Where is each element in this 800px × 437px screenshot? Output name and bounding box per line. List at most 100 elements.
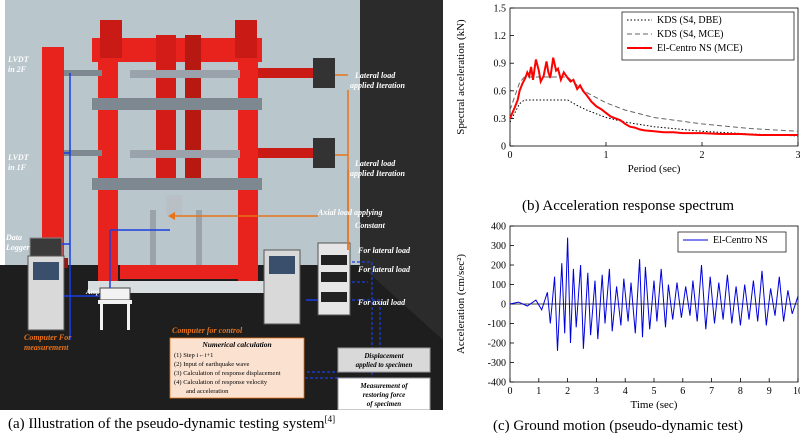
spectrum-ytick-label-0: 0 [501, 142, 506, 153]
spectrum-legend-label-0: KDS (S4, DBE) [657, 15, 722, 26]
displacement-box [337, 347, 431, 373]
frame-top-right-cap [235, 20, 257, 58]
table-top [98, 300, 132, 304]
groundmotion-xtick-label-10: 10 [793, 386, 800, 397]
spectrum-ytick-label-5: 1.5 [494, 4, 507, 15]
caption-a-text: (a) Illustration of the pseudo-dynamic t… [8, 416, 325, 432]
lateral-2f-label-1: Lateral load [354, 71, 396, 80]
controller-slot-3 [321, 292, 347, 302]
spectrum-plot-frame [509, 7, 799, 147]
spectrum-xtick-label-2: 2 [700, 150, 705, 161]
spectrum-ytick-label-1: 0.3 [494, 114, 507, 125]
table-leg-right [127, 304, 130, 330]
numerical-step-1: (1) Step i←i+1 [174, 352, 213, 359]
spectrum-ytick-label-4: 1.2 [494, 31, 507, 42]
groundmotion-ytick-label-5: 100 [491, 280, 506, 291]
illustration-svg: LVDT in 2F LVDT in 1F Data Logger Latera… [0, 0, 443, 411]
groundmotion-xtick-label-3: 3 [594, 386, 599, 397]
numerical-calc-box [169, 337, 305, 399]
measurement-lines [62, 73, 318, 340]
spectrum-series-0-line [509, 99, 799, 137]
spectrum-ytick-label-2: 0.6 [494, 86, 507, 97]
measurement-label-3: of specimen [367, 400, 402, 408]
numerical-step-4: (4) Calculation of response velocity [174, 379, 268, 386]
lvdt-2f-label-2: in 2F [8, 65, 27, 74]
groundmotion-xtick-label-5: 5 [652, 386, 657, 397]
frame-column-right [238, 60, 258, 285]
amp-label: Amp [85, 288, 100, 296]
table-leg-left [100, 304, 103, 330]
measurement-label-1: Measurement of [359, 382, 408, 390]
spectrum-xtick-label-1: 1 [604, 150, 609, 161]
actuator-mount-1f [313, 138, 335, 168]
actuator-2f [258, 68, 313, 78]
frame-top-left-cap [100, 20, 122, 58]
computer-measurement-label-2: measurement [24, 343, 69, 352]
caption-a: (a) Illustration of the pseudo-dynamic t… [8, 414, 335, 433]
for-lateral-1-label: For lateral load [357, 246, 411, 255]
lvdt-1f-label-1: LVDT [7, 153, 30, 162]
spectrum-chart-svg: 0 1 2 3 0 0.3 0.6 0.9 1.2 1.5 Period (sec) Spectral… [455, 4, 800, 176]
spectrum-ylabel: Spectral acceleration (kN) [455, 19, 467, 135]
groundmotion-ytick-label-0: -400 [488, 378, 506, 389]
base-plate [88, 281, 278, 293]
controller-slot-2 [321, 272, 347, 282]
response-spectrum-chart: 0 1 2 3 0 0.3 0.6 0.9 1.2 1.5 Period (sec) Spectral… [450, 0, 800, 220]
groundmotion-xtick-label-0: 0 [508, 386, 513, 397]
amp-unit [99, 287, 131, 301]
groundmotion-ylabel: Acceleration (cm/sec²) [455, 254, 467, 354]
measurement-box [337, 377, 431, 411]
groundmotion-series-0-line [509, 237, 799, 351]
spectrum-xtick-label-0: 0 [508, 150, 513, 161]
data-logger-label-2: Logger [5, 243, 30, 252]
specimen-base [120, 265, 248, 279]
lvdt-2f-label-1: LVDT [7, 55, 30, 64]
lvdt-1f-label-2: in 1F [8, 163, 27, 172]
groundmotion-xtick-label-6: 6 [680, 386, 685, 397]
spectrum-series-1-line [509, 76, 799, 132]
lateral-1f-label-1: Lateral load [354, 159, 396, 168]
ground-motion-chart-svg: 0 1 2 3 4 5 6 7 8 9 10 -400 -300 -200 -100 0 100 200 300 40… [455, 222, 800, 412]
computer-control-screen [269, 256, 295, 274]
specimen-column-right [196, 210, 202, 270]
groundmotion-ytick-label-7: 300 [491, 241, 506, 252]
groundmotion-xlabel: Time (sec) [631, 399, 678, 411]
computer-control-label: Computer for control [172, 326, 243, 335]
lvdt-rod-1f [64, 150, 102, 156]
axial-label-2: Constant [355, 221, 386, 230]
displacement-label-1: Displacement [363, 352, 404, 360]
spectrum-legend [621, 11, 795, 61]
data-logger [29, 237, 63, 257]
groundmotion-xtick-label-7: 7 [709, 386, 714, 397]
spectrum-ytick-label-3: 0.9 [494, 59, 507, 70]
numerical-calc-title: Numerical calculation [201, 340, 271, 349]
axial-actuator [166, 195, 182, 215]
axial-arrow-head [168, 212, 175, 220]
specimen-column-left [150, 210, 156, 270]
lateral-1f-label-2: applied Iteration [350, 169, 405, 178]
ground-motion-chart: 0 1 2 3 4 5 6 7 8 9 10 -400 -300 -200 -100 0 100 200 300 40… [450, 214, 800, 437]
actuator-1f [258, 148, 313, 158]
numerical-step-2: (2) Input of earthquake wave [174, 361, 250, 368]
caption-b: (b) Acceleration response spectrum [522, 198, 734, 214]
groundmotion-legend-label-0: El-Centro NS [713, 235, 768, 246]
groundmotion-legend [677, 231, 787, 253]
side-wall [360, 0, 443, 360]
caption-a-ref: [4] [324, 414, 336, 424]
spectrum-legend-label-2: El-Centro NS (MCE) [657, 43, 743, 54]
groundmotion-ytick-label-8: 400 [491, 222, 506, 233]
reaction-column [42, 47, 64, 282]
axial-label-1: Axial load applying [317, 208, 382, 217]
displacement-label-2: applied to specimen [356, 361, 413, 369]
numerical-step-4b: and acceleration [186, 388, 229, 395]
data-logger-label-1: Data [5, 233, 22, 242]
spectrum-legend-label-1: KDS (S4, MCE) [657, 29, 723, 40]
groundmotion-ytick-label-2: -200 [488, 339, 506, 350]
groundmotion-xtick-label-9: 9 [767, 386, 772, 397]
computer-measurement-label-1: Computer For [24, 333, 72, 342]
testing-system-illustration: LVDT in 2F LVDT in 1F Data Logger Latera… [0, 0, 443, 411]
caption-c: (c) Ground motion (pseudo-dynamic test) [493, 418, 743, 434]
lvdt-rod-2f [64, 70, 102, 76]
groundmotion-ytick-label-6: 200 [491, 261, 506, 272]
groundmotion-ytick-label-4: 0 [501, 300, 506, 311]
